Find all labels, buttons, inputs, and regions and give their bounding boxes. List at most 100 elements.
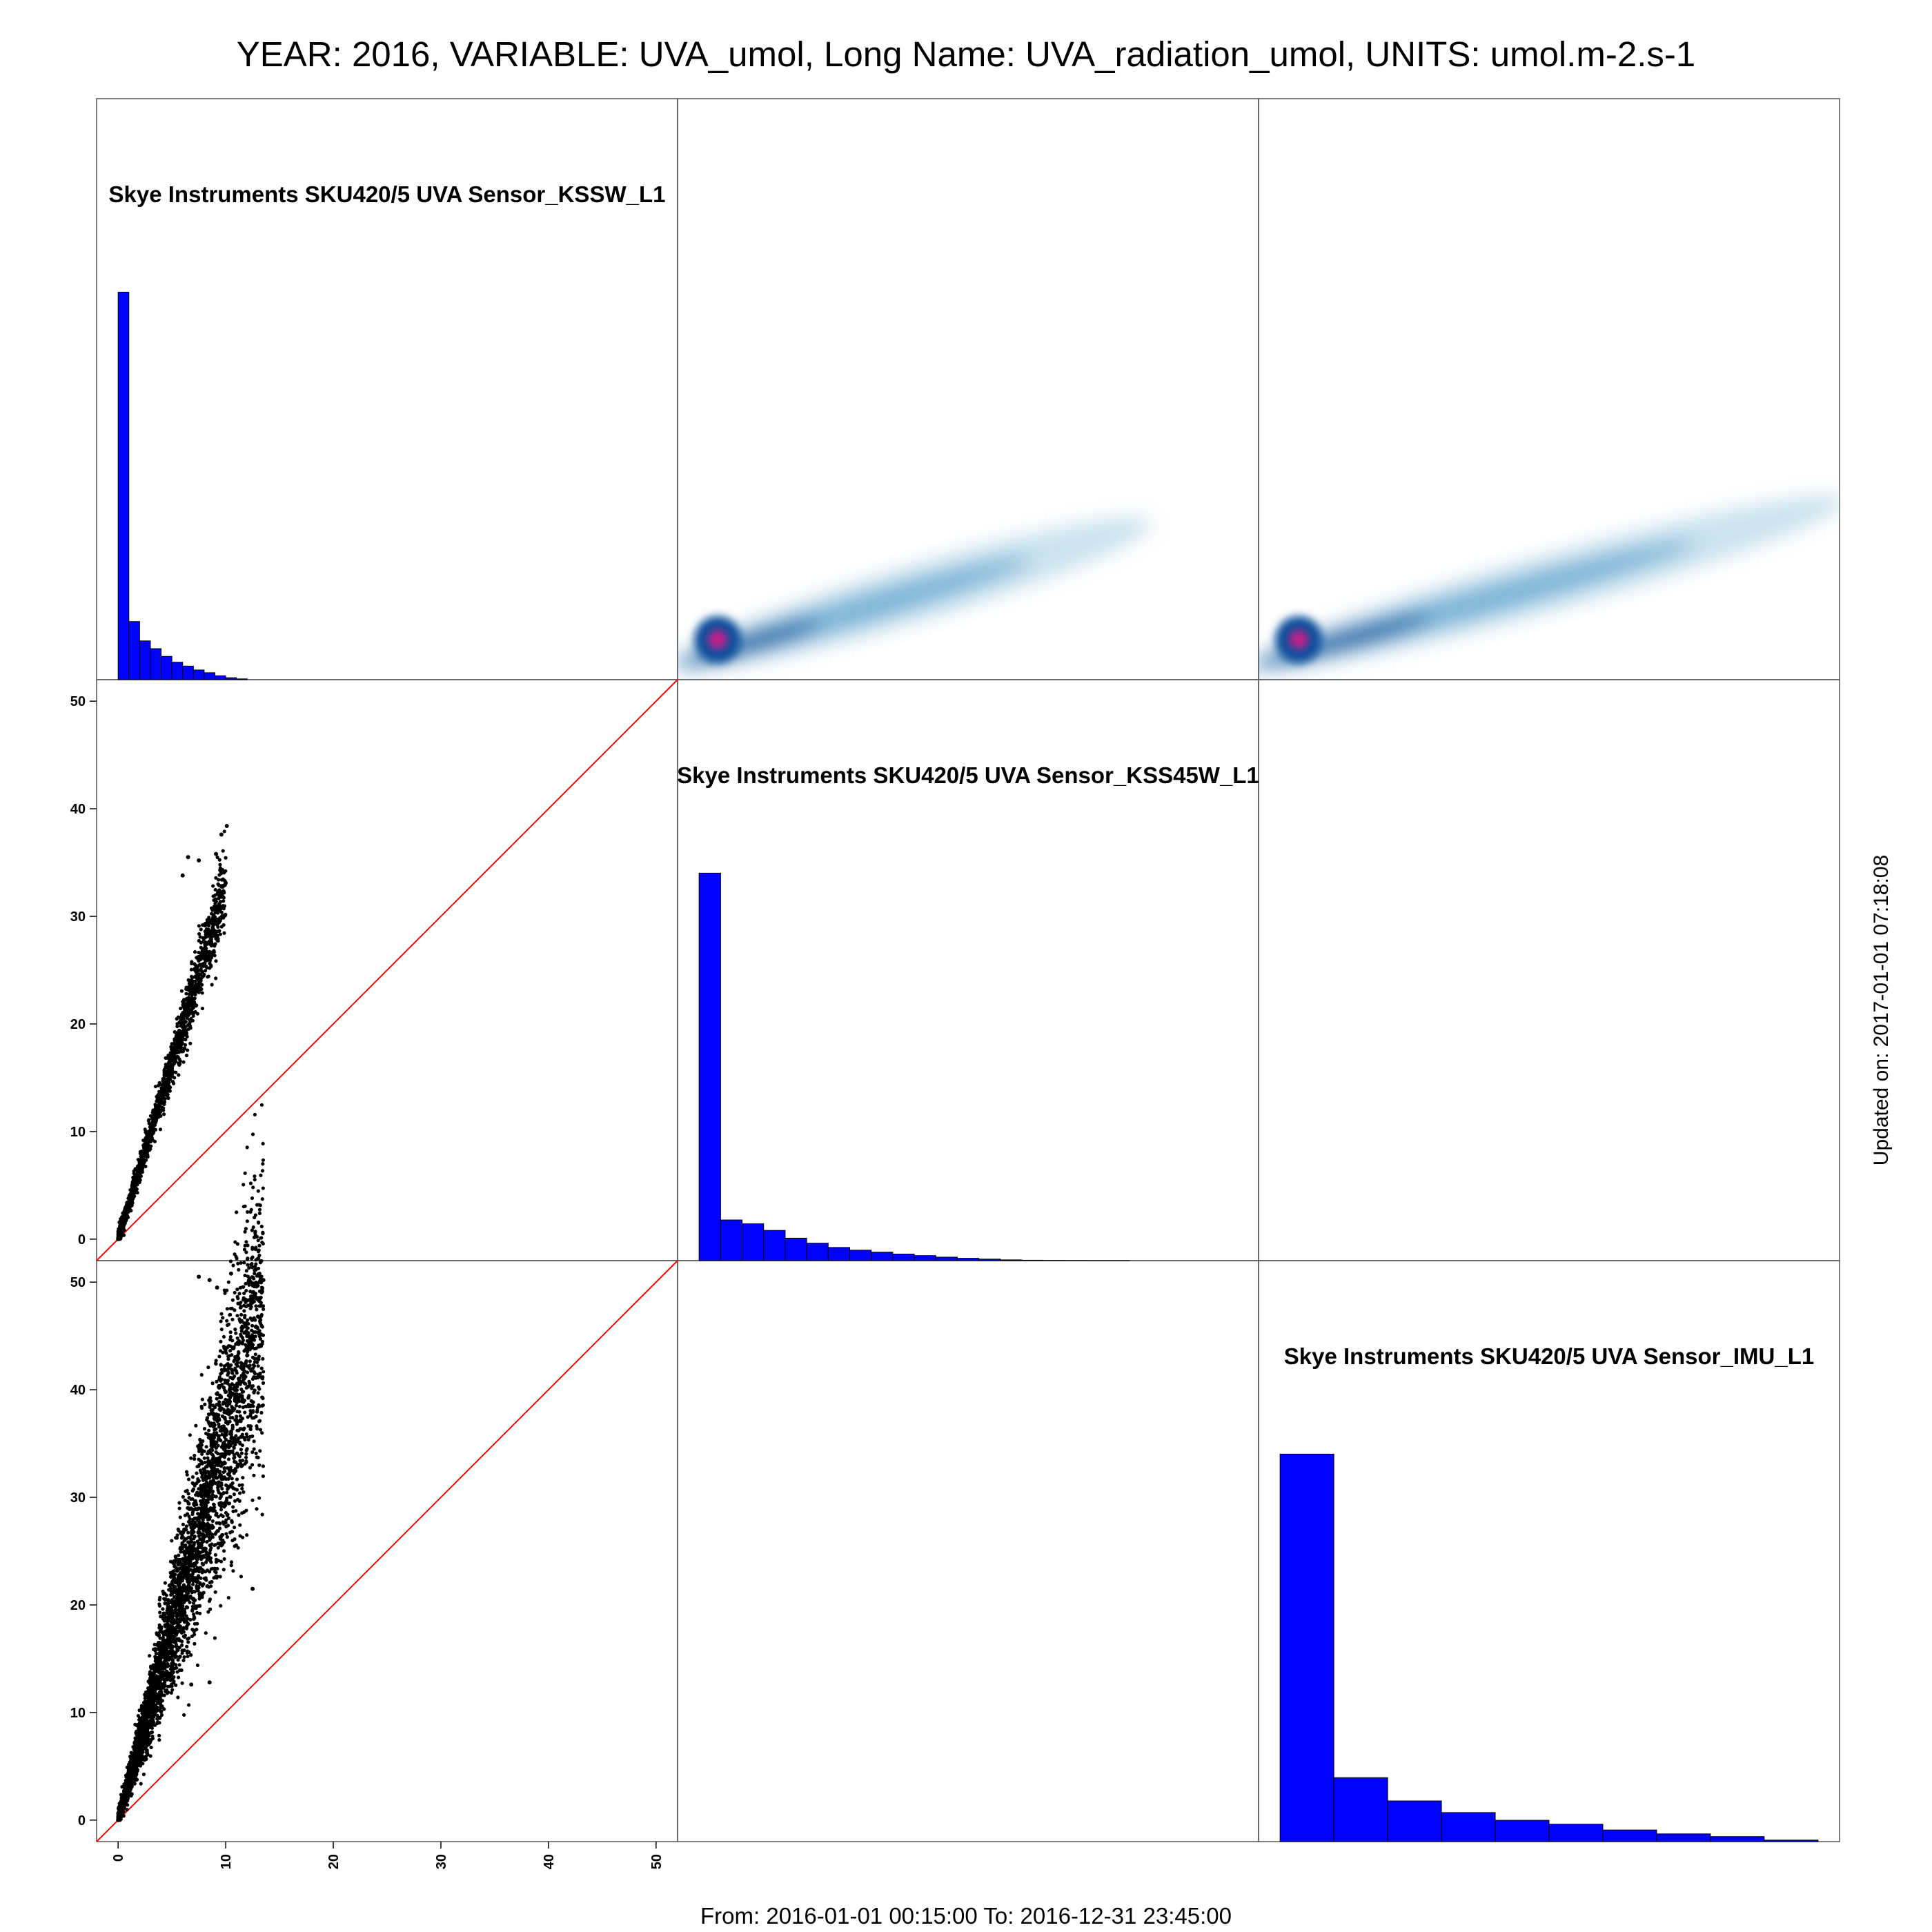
scatter-point — [235, 1358, 239, 1362]
scatter-point — [233, 1407, 237, 1411]
histogram-bar — [935, 1256, 958, 1261]
scatter-point — [232, 1446, 236, 1450]
scatter-point — [253, 1264, 257, 1269]
scatter-point — [184, 1470, 189, 1474]
scatter-point — [181, 1010, 185, 1015]
scatter-point — [223, 1461, 227, 1466]
scatter-point — [186, 1530, 190, 1535]
scatter-point — [199, 945, 203, 949]
scatter-point — [186, 855, 190, 860]
scatter-point — [137, 1708, 141, 1713]
scatter-point — [244, 1250, 248, 1254]
scatter-point — [216, 882, 220, 886]
scatter-point — [261, 1357, 265, 1361]
scatter-point — [190, 1521, 195, 1526]
scatter-point — [252, 1473, 256, 1477]
scatter-point — [184, 1614, 188, 1618]
scatter-point — [216, 1529, 220, 1533]
scatter-point — [235, 1256, 239, 1261]
scatter-point — [181, 1658, 186, 1663]
scatter-point — [199, 927, 203, 931]
scatter-point — [258, 1428, 263, 1432]
histogram-bar — [1710, 1836, 1765, 1842]
scatter-point — [210, 1519, 215, 1524]
scatter-point — [186, 1654, 190, 1659]
scatter-point — [255, 1408, 259, 1412]
scatter-point — [177, 1073, 181, 1077]
scatter-point — [212, 1423, 216, 1428]
scatter-point — [213, 1590, 217, 1594]
histogram-bar — [720, 1219, 743, 1261]
scatter-point — [244, 1300, 248, 1305]
scatter-point — [195, 1464, 199, 1469]
scatter-point — [186, 1477, 191, 1481]
scatter-point — [197, 931, 201, 936]
chart-title: YEAR: 2016, VARIABLE: UVA_umol, Long Nam… — [237, 34, 1696, 74]
scatter-point — [230, 1345, 235, 1350]
scatter-point — [242, 1291, 246, 1295]
scatter-point — [210, 1381, 215, 1386]
scatter-point — [176, 1015, 181, 1019]
scatter-point — [155, 1109, 159, 1113]
scatter-point — [177, 1501, 181, 1505]
scatter-point — [121, 1214, 126, 1218]
scatter-point — [260, 1376, 264, 1380]
scatter-point — [188, 1617, 193, 1622]
scatter-point — [240, 1486, 244, 1491]
scatter-point — [198, 987, 202, 992]
scatter-point — [254, 1304, 258, 1308]
scatter-point — [199, 976, 204, 980]
histogram-bar — [763, 1230, 786, 1261]
scatter-point — [155, 1113, 159, 1117]
scatter-point — [257, 1208, 262, 1212]
scatter-point — [185, 1009, 189, 1014]
scatter-point — [244, 1508, 248, 1512]
scatter-point — [229, 1430, 233, 1435]
scatter-point — [148, 1741, 152, 1745]
scatter-point — [230, 1298, 235, 1302]
scatter-point — [174, 1683, 178, 1687]
scatter-point — [245, 1533, 249, 1537]
scatter-point — [190, 960, 194, 964]
scatter-point — [186, 1637, 190, 1641]
scatter-point — [166, 1079, 170, 1083]
scatter-point — [242, 1261, 246, 1265]
scatter-point — [251, 1400, 255, 1404]
histogram-bar — [1441, 1812, 1496, 1842]
histogram-bar — [171, 662, 184, 680]
scatter-point — [194, 1423, 198, 1428]
scatter-point — [206, 1474, 210, 1479]
scatter-point — [163, 1619, 168, 1623]
scatter-point — [230, 1405, 234, 1409]
scatter-point — [253, 1174, 257, 1179]
scatter-point — [140, 1170, 144, 1174]
scatter-point — [206, 1366, 210, 1370]
scatter-point — [217, 1526, 222, 1530]
scatter-point — [236, 1261, 240, 1265]
scatter-point — [197, 1487, 201, 1491]
scatter-point — [153, 1085, 158, 1089]
scatter-point — [215, 1521, 219, 1525]
scatter-point — [200, 1570, 204, 1575]
scatter-point — [214, 1412, 219, 1417]
scatter-point — [250, 1434, 255, 1439]
scatter-point — [228, 1530, 233, 1535]
scatter-point — [166, 1063, 170, 1067]
scatter-point — [208, 934, 213, 938]
scatter-point — [217, 1422, 221, 1426]
scatter-point — [163, 1601, 167, 1606]
scatter-point — [180, 1018, 185, 1022]
scatter-point — [217, 1400, 221, 1404]
scatter-point — [183, 1513, 188, 1517]
histogram-panel: Skye Instruments SKU420/5 UVA Sensor_IMU… — [1279, 1343, 1819, 1842]
scatter-point — [117, 1232, 122, 1236]
scatter-point — [161, 1076, 165, 1081]
scatter-panel — [96, 1103, 678, 1842]
scatter-point — [213, 954, 217, 958]
scatter-point — [197, 1568, 201, 1572]
scatter-point — [216, 1488, 220, 1492]
scatter-point — [199, 940, 204, 945]
scatter-point — [181, 1003, 185, 1007]
scatter-point — [236, 1301, 240, 1305]
scatter-point — [255, 1285, 259, 1289]
